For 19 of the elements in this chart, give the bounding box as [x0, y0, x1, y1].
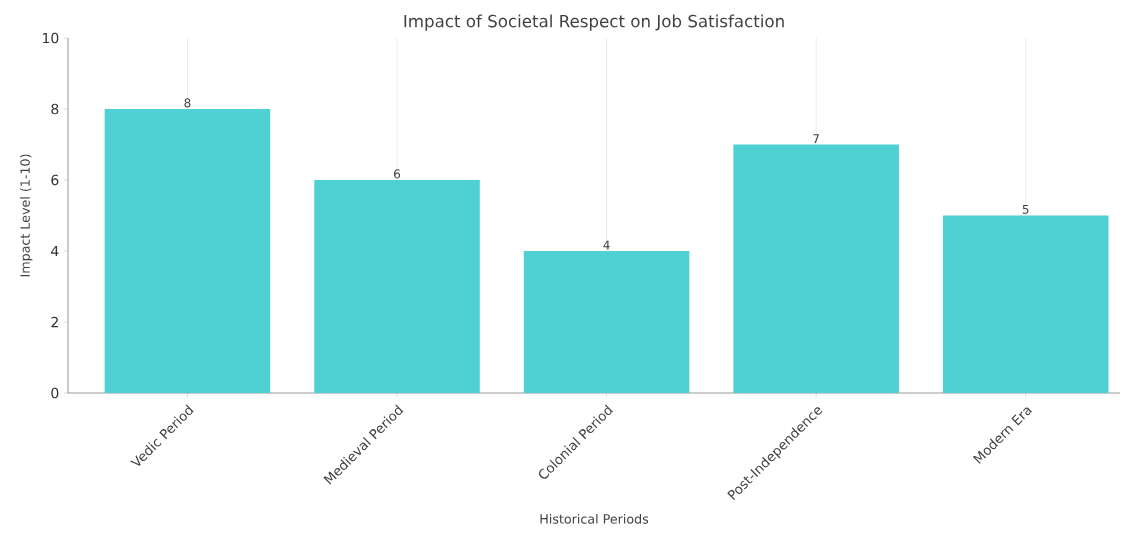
data-label: 6	[394, 169, 401, 179]
y-tick-label: 10	[43, 32, 59, 44]
y-tick-label: 0	[51, 387, 59, 399]
y-tick-label: 2	[51, 316, 58, 328]
bar	[104, 109, 271, 393]
y-tick-label: 4	[51, 245, 59, 257]
y-axis-title: Impact Level (1-10)	[20, 154, 33, 277]
data-label: 8	[184, 98, 191, 108]
x-axis-title: Historical Periods	[540, 513, 649, 524]
data-label: 4	[603, 240, 610, 250]
y-tick-label: 8	[51, 103, 59, 115]
bar	[523, 251, 690, 393]
bar	[942, 215, 1109, 393]
bar	[733, 144, 899, 393]
bar	[314, 180, 480, 393]
y-tick-label: 6	[51, 174, 59, 186]
chart-title: Impact of Societal Respect on Job Satisfaction	[404, 14, 784, 31]
data-label: 7	[813, 134, 819, 143]
data-label: 5	[1022, 204, 1029, 214]
